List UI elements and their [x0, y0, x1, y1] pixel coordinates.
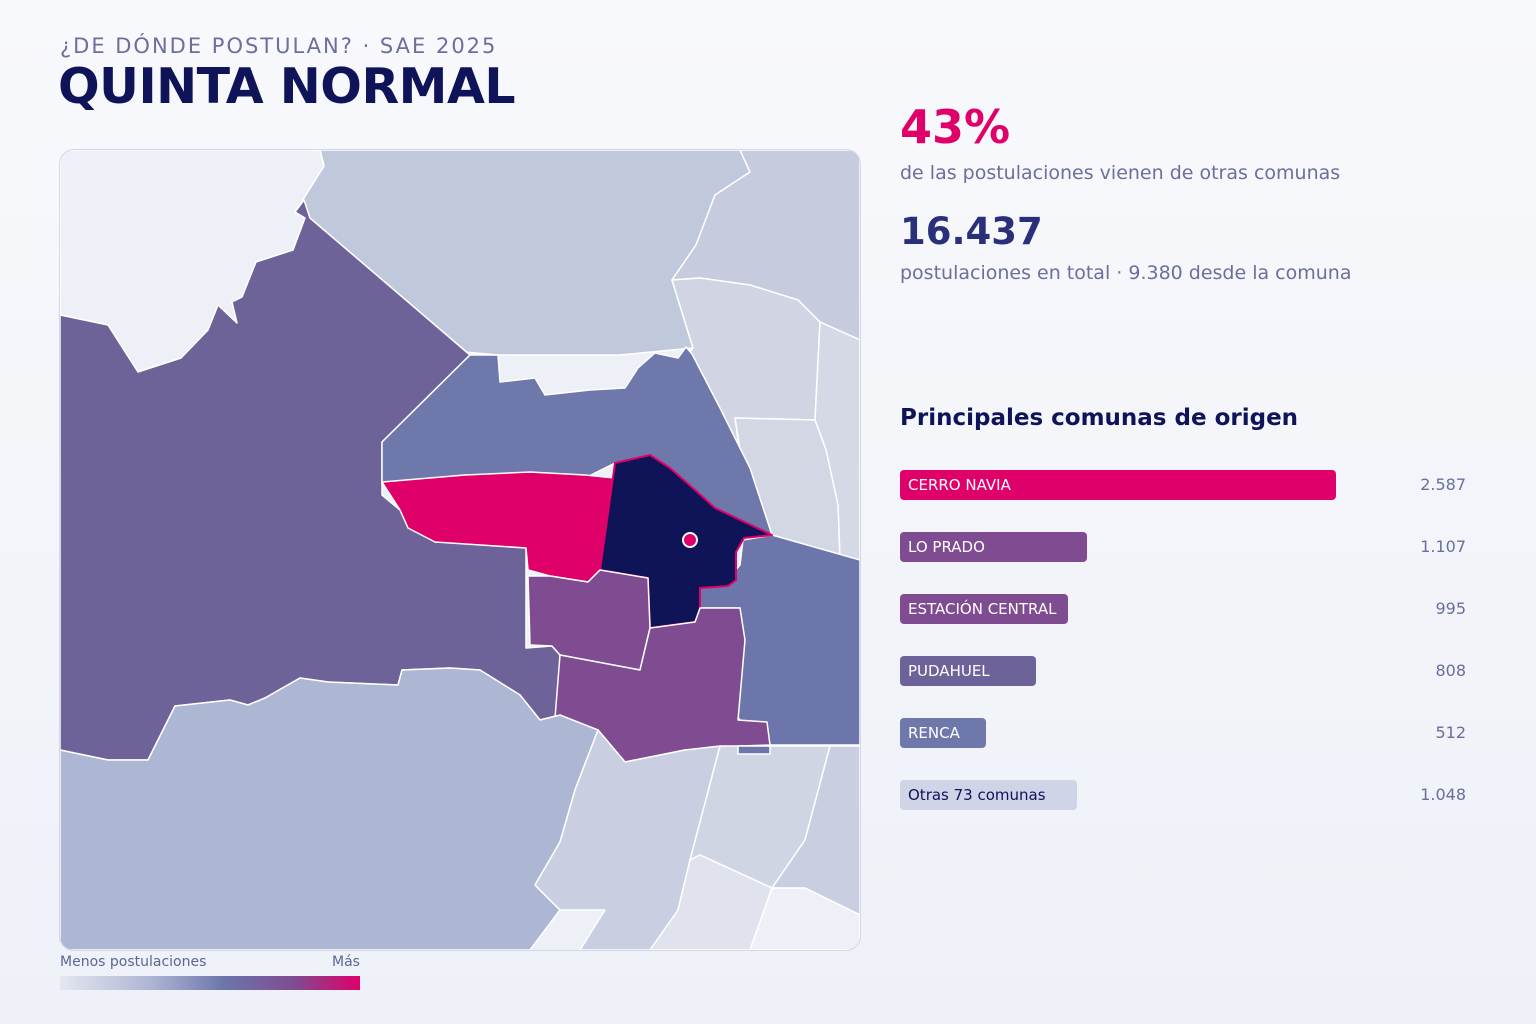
map-svg: [60, 150, 860, 950]
bar-row: CERRO NAVIA 2.587: [900, 470, 1466, 500]
bar-label: CERRO NAVIA: [908, 476, 1011, 494]
stat-total-caption: postulaciones en total · 9.380 desde la …: [900, 262, 1352, 284]
bar-row: Otras 73 comunas 1.048: [900, 780, 1466, 810]
bar-value-label: 1.107: [1420, 537, 1466, 556]
stat-total: 16.437: [900, 210, 1043, 253]
bar: [900, 470, 1336, 500]
bar-row: RENCA 512: [900, 718, 1466, 748]
bar-row: ESTACIÓN CENTRAL 995: [900, 594, 1466, 624]
legend-high-label: Más: [332, 954, 360, 970]
map-region-cerrillos: [534, 729, 721, 950]
bar-value-label: 995: [1435, 599, 1466, 618]
legend-low-label: Menos postulaciones: [60, 954, 207, 970]
bar: [900, 656, 1036, 686]
page-title: QUINTA NORMAL: [58, 58, 516, 115]
bar: [900, 718, 986, 748]
bar: [900, 780, 1077, 810]
bar-chart-title: Principales comunas de origen: [900, 405, 1299, 431]
bar-label: RENCA: [908, 724, 960, 742]
bar-label: PUDAHUEL: [908, 662, 990, 680]
stat-percentage: 43%: [900, 100, 1011, 154]
stat-percentage-caption: de las postulaciones vienen de otras com…: [900, 162, 1341, 184]
map-region-pac: [649, 854, 773, 950]
bar-row: LO PRADO 1.107: [900, 532, 1466, 562]
bar-value-label: 808: [1435, 661, 1466, 680]
bar: [900, 532, 1087, 562]
bar: [900, 594, 1068, 624]
bar-value-label: 512: [1435, 723, 1466, 742]
page-kicker: ¿DE DÓNDE POSTULAN? · SAE 2025: [60, 34, 498, 58]
bar-label: Otras 73 comunas: [908, 786, 1046, 804]
map-location-marker: [682, 532, 698, 548]
bar-value-label: 2.587: [1420, 475, 1466, 494]
commune-map: [60, 150, 860, 950]
bar-label: ESTACIÓN CENTRAL: [908, 600, 1057, 618]
map-region-notch: [737, 745, 771, 755]
map-region-southeast-2: [749, 887, 860, 950]
bar-value-label: 1.048: [1420, 785, 1466, 804]
bar-label: LO PRADO: [908, 538, 985, 556]
legend-gradient: [60, 976, 360, 990]
bar-row: PUDAHUEL 808: [900, 656, 1466, 686]
